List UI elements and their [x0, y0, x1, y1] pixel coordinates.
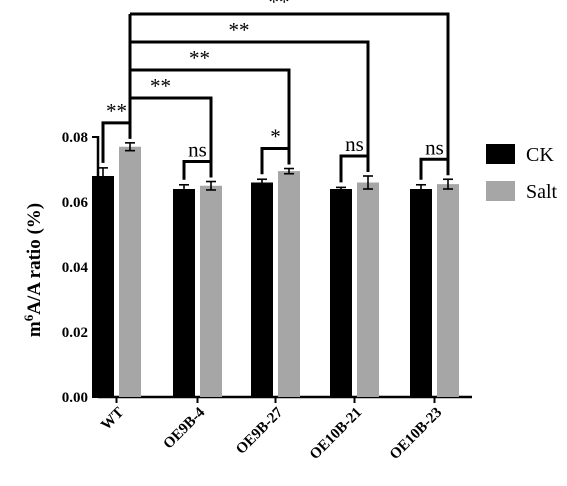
significance-bracket: [339, 154, 370, 183]
y-tick-label: 0.08: [62, 130, 88, 146]
bar-ck: [410, 189, 432, 397]
significance-bracket: [419, 157, 450, 180]
significance-label: *: [270, 125, 281, 149]
significance-label: ns: [188, 138, 207, 162]
y-tick-label: 0.06: [62, 195, 89, 211]
x-tick-label: OE9B-27: [233, 404, 287, 458]
bar-ck: [92, 176, 114, 397]
bar-ck: [251, 182, 273, 397]
bar-salt: [278, 171, 300, 397]
bar-salt: [119, 146, 141, 397]
bar-salt: [357, 182, 379, 397]
legend: CK Salt: [486, 144, 558, 203]
bar-ck: [330, 189, 352, 397]
x-tick-label: OE9B-4: [160, 404, 208, 452]
y-tick-label: 0.04: [62, 260, 89, 276]
x-tick-label: OE10B-21: [307, 405, 365, 463]
significance-bracket: [130, 12, 450, 176]
significance-bracket: [182, 160, 213, 180]
legend-swatch-ck: [486, 144, 515, 164]
legend-label-ck: CK: [526, 144, 554, 166]
legend-swatch-salt: [486, 181, 515, 201]
significance-bracket: [260, 147, 291, 175]
significance-label: **: [106, 99, 127, 123]
y-axis-label: m6A/A ratio (%): [21, 203, 45, 337]
significance-label: ns: [345, 132, 364, 156]
significance-bracket: [130, 96, 213, 178]
x-tick-label: WT: [98, 405, 127, 434]
significance-label: ns: [425, 135, 444, 159]
bar-salt: [437, 184, 459, 397]
significance-label: **: [150, 74, 171, 98]
significance-label: **: [229, 18, 250, 42]
bar-ck: [173, 189, 195, 397]
legend-label-salt: Salt: [526, 181, 558, 203]
y-tick-label: 0.02: [62, 325, 88, 341]
significance-bracket: [130, 40, 370, 172]
significance-annotations: ** ns * ns ns ** ** ** **: [101, 0, 450, 183]
x-tick-label: OE10B-23: [387, 405, 445, 463]
y-tick-label: 0.00: [62, 390, 88, 406]
bars: [92, 142, 459, 397]
bar-salt: [200, 185, 222, 397]
significance-label: **: [189, 46, 210, 70]
significance-label: **: [269, 0, 290, 14]
significance-bracket: [130, 68, 291, 165]
